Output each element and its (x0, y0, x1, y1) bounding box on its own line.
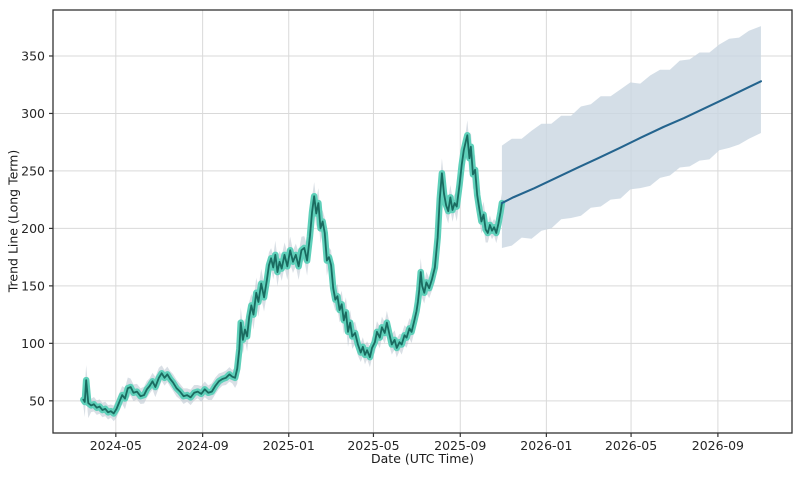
x-tick-label: 2025-01 (263, 438, 315, 453)
x-axis-label: Date (UTC Time) (371, 451, 474, 466)
x-tick-label: 2024-09 (177, 438, 229, 453)
y-tick-label: 200 (21, 221, 45, 236)
history-confidence-band (80, 132, 506, 417)
y-tick-label: 350 (21, 48, 45, 63)
y-tick-label: 150 (21, 278, 45, 293)
x-tick-label: 2026-01 (520, 438, 572, 453)
y-axis-label: Trend Line (Long Term) (5, 149, 21, 293)
forecast-line (500, 80, 762, 205)
history-uncertainty-halo (83, 120, 502, 422)
y-tick-label: 250 (21, 163, 45, 178)
x-tick-label: 2026-09 (692, 438, 744, 453)
history-line (82, 134, 503, 415)
y-tick-label: 300 (21, 106, 45, 121)
x-tick-label: 2024-05 (90, 438, 142, 453)
y-tick-label: 50 (29, 393, 45, 408)
x-tick-label: 2026-05 (605, 438, 657, 453)
x-tick-label: 2025-09 (434, 438, 486, 453)
x-tick-label: 2025-05 (347, 438, 399, 453)
y-tick-label: 100 (21, 336, 45, 351)
axes: 2024-05 2024-09 2025-01 2025-05 2025-09 2026-… (21, 9, 793, 453)
forecast-confidence-band (501, 26, 761, 248)
